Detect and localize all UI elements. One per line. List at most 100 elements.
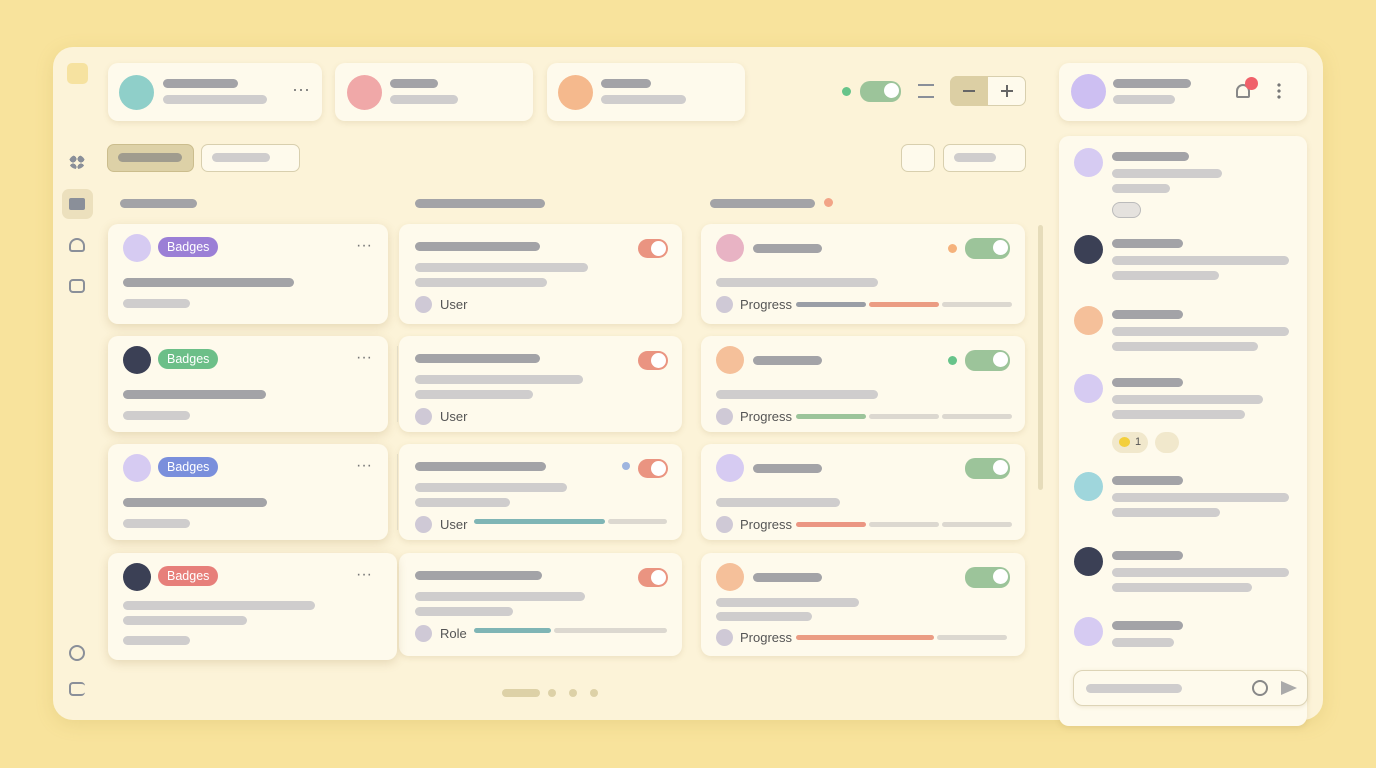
placeholder [1112, 256, 1289, 265]
placeholder [415, 607, 513, 616]
placeholder [1112, 310, 1183, 319]
placeholder [123, 390, 266, 399]
more-icon[interactable]: ··· [356, 349, 372, 366]
help-icon[interactable] [69, 645, 85, 661]
progress-segment [869, 302, 939, 307]
placeholder [123, 299, 190, 308]
avatar [347, 75, 382, 110]
toggle[interactable] [638, 239, 668, 258]
toggle[interactable] [965, 567, 1010, 588]
reaction-chip[interactable] [1112, 432, 1148, 453]
toggle[interactable] [1112, 202, 1141, 218]
toggle[interactable] [965, 350, 1010, 371]
scrollbar[interactable] [1038, 225, 1043, 490]
placeholder [415, 483, 567, 492]
page-dot[interactable] [548, 689, 556, 697]
status-label: Progress [740, 297, 793, 312]
status-avatar [716, 629, 733, 646]
toggle[interactable] [965, 458, 1010, 479]
progress-segment [942, 302, 1012, 307]
placeholder [415, 354, 540, 363]
dashboard-icon[interactable] [69, 155, 85, 169]
badge[interactable]: Badges [158, 457, 219, 477]
placeholder [415, 498, 510, 507]
avatar [123, 234, 151, 262]
send-button[interactable] [1281, 681, 1297, 695]
placeholder [1112, 327, 1289, 336]
toggle[interactable] [860, 81, 901, 102]
logout-icon[interactable] [69, 682, 85, 696]
task-card[interactable] [399, 444, 682, 540]
status-dot [948, 244, 957, 253]
placeholder [1112, 152, 1189, 161]
page-dot[interactable] [590, 689, 598, 697]
avatar [123, 346, 151, 374]
placeholder [415, 571, 542, 580]
calendar-icon[interactable] [69, 279, 85, 293]
page-dot[interactable] [569, 689, 577, 697]
placeholder [716, 390, 878, 399]
avatar [716, 346, 744, 374]
avatar [1071, 74, 1106, 109]
progress-segment [796, 635, 934, 640]
avatar [1074, 374, 1103, 403]
task-card[interactable] [399, 336, 682, 432]
minus-icon [963, 90, 975, 92]
badge[interactable]: Badges [158, 349, 219, 369]
placeholder [716, 598, 859, 607]
person-label: User [440, 517, 468, 532]
avatar [716, 563, 744, 591]
more-icon[interactable]: ··· [356, 237, 372, 254]
person-label: User [440, 409, 468, 424]
emoji-button[interactable] [1252, 680, 1268, 696]
column-title [710, 199, 815, 208]
filter-icon[interactable] [918, 84, 934, 98]
logo[interactable] [67, 63, 88, 84]
placeholder [415, 278, 547, 287]
progress-segment [942, 414, 1012, 419]
progress-segment [796, 302, 866, 307]
placeholder [123, 519, 190, 528]
status-dot [948, 356, 957, 365]
placeholder [1112, 271, 1219, 280]
badge[interactable]: Badges [158, 237, 219, 257]
placeholder [123, 601, 315, 610]
toggle[interactable] [638, 568, 668, 587]
task-card[interactable] [108, 224, 388, 324]
task-card[interactable] [399, 553, 682, 656]
placeholder [601, 95, 686, 104]
more-icon[interactable]: ··· [356, 566, 372, 583]
menu-icon[interactable] [1277, 82, 1281, 100]
toggle[interactable] [638, 459, 668, 478]
person-label: User [440, 297, 468, 312]
list-view-button[interactable] [901, 144, 935, 172]
person-avatar [415, 296, 432, 313]
users-icon[interactable] [69, 238, 85, 252]
toggle[interactable] [638, 351, 668, 370]
status-avatar [716, 408, 733, 425]
task-card[interactable] [399, 224, 682, 324]
reaction-emoji [1119, 437, 1130, 447]
bell-icon[interactable] [1236, 84, 1250, 98]
reaction-count: 1 [1135, 436, 1142, 448]
add-reaction[interactable] [1155, 432, 1179, 453]
page-dot-active[interactable] [502, 689, 540, 697]
placeholder [1112, 638, 1174, 647]
placeholder [390, 79, 438, 88]
placeholder [1112, 551, 1183, 560]
toggle[interactable] [965, 238, 1010, 259]
placeholder [415, 390, 533, 399]
badge[interactable]: Badges [158, 566, 219, 586]
placeholder [163, 95, 267, 104]
more-icon[interactable]: ··· [292, 79, 310, 99]
more-icon[interactable]: ··· [356, 457, 372, 474]
avatar [1074, 617, 1103, 646]
progress-segment [869, 414, 939, 419]
person-label: Role [440, 626, 467, 641]
notification-dot [1245, 77, 1258, 90]
avatar [716, 454, 744, 482]
avatar [1074, 235, 1103, 264]
status-avatar [716, 296, 733, 313]
placeholder [415, 375, 583, 384]
progress-segment [554, 628, 667, 633]
